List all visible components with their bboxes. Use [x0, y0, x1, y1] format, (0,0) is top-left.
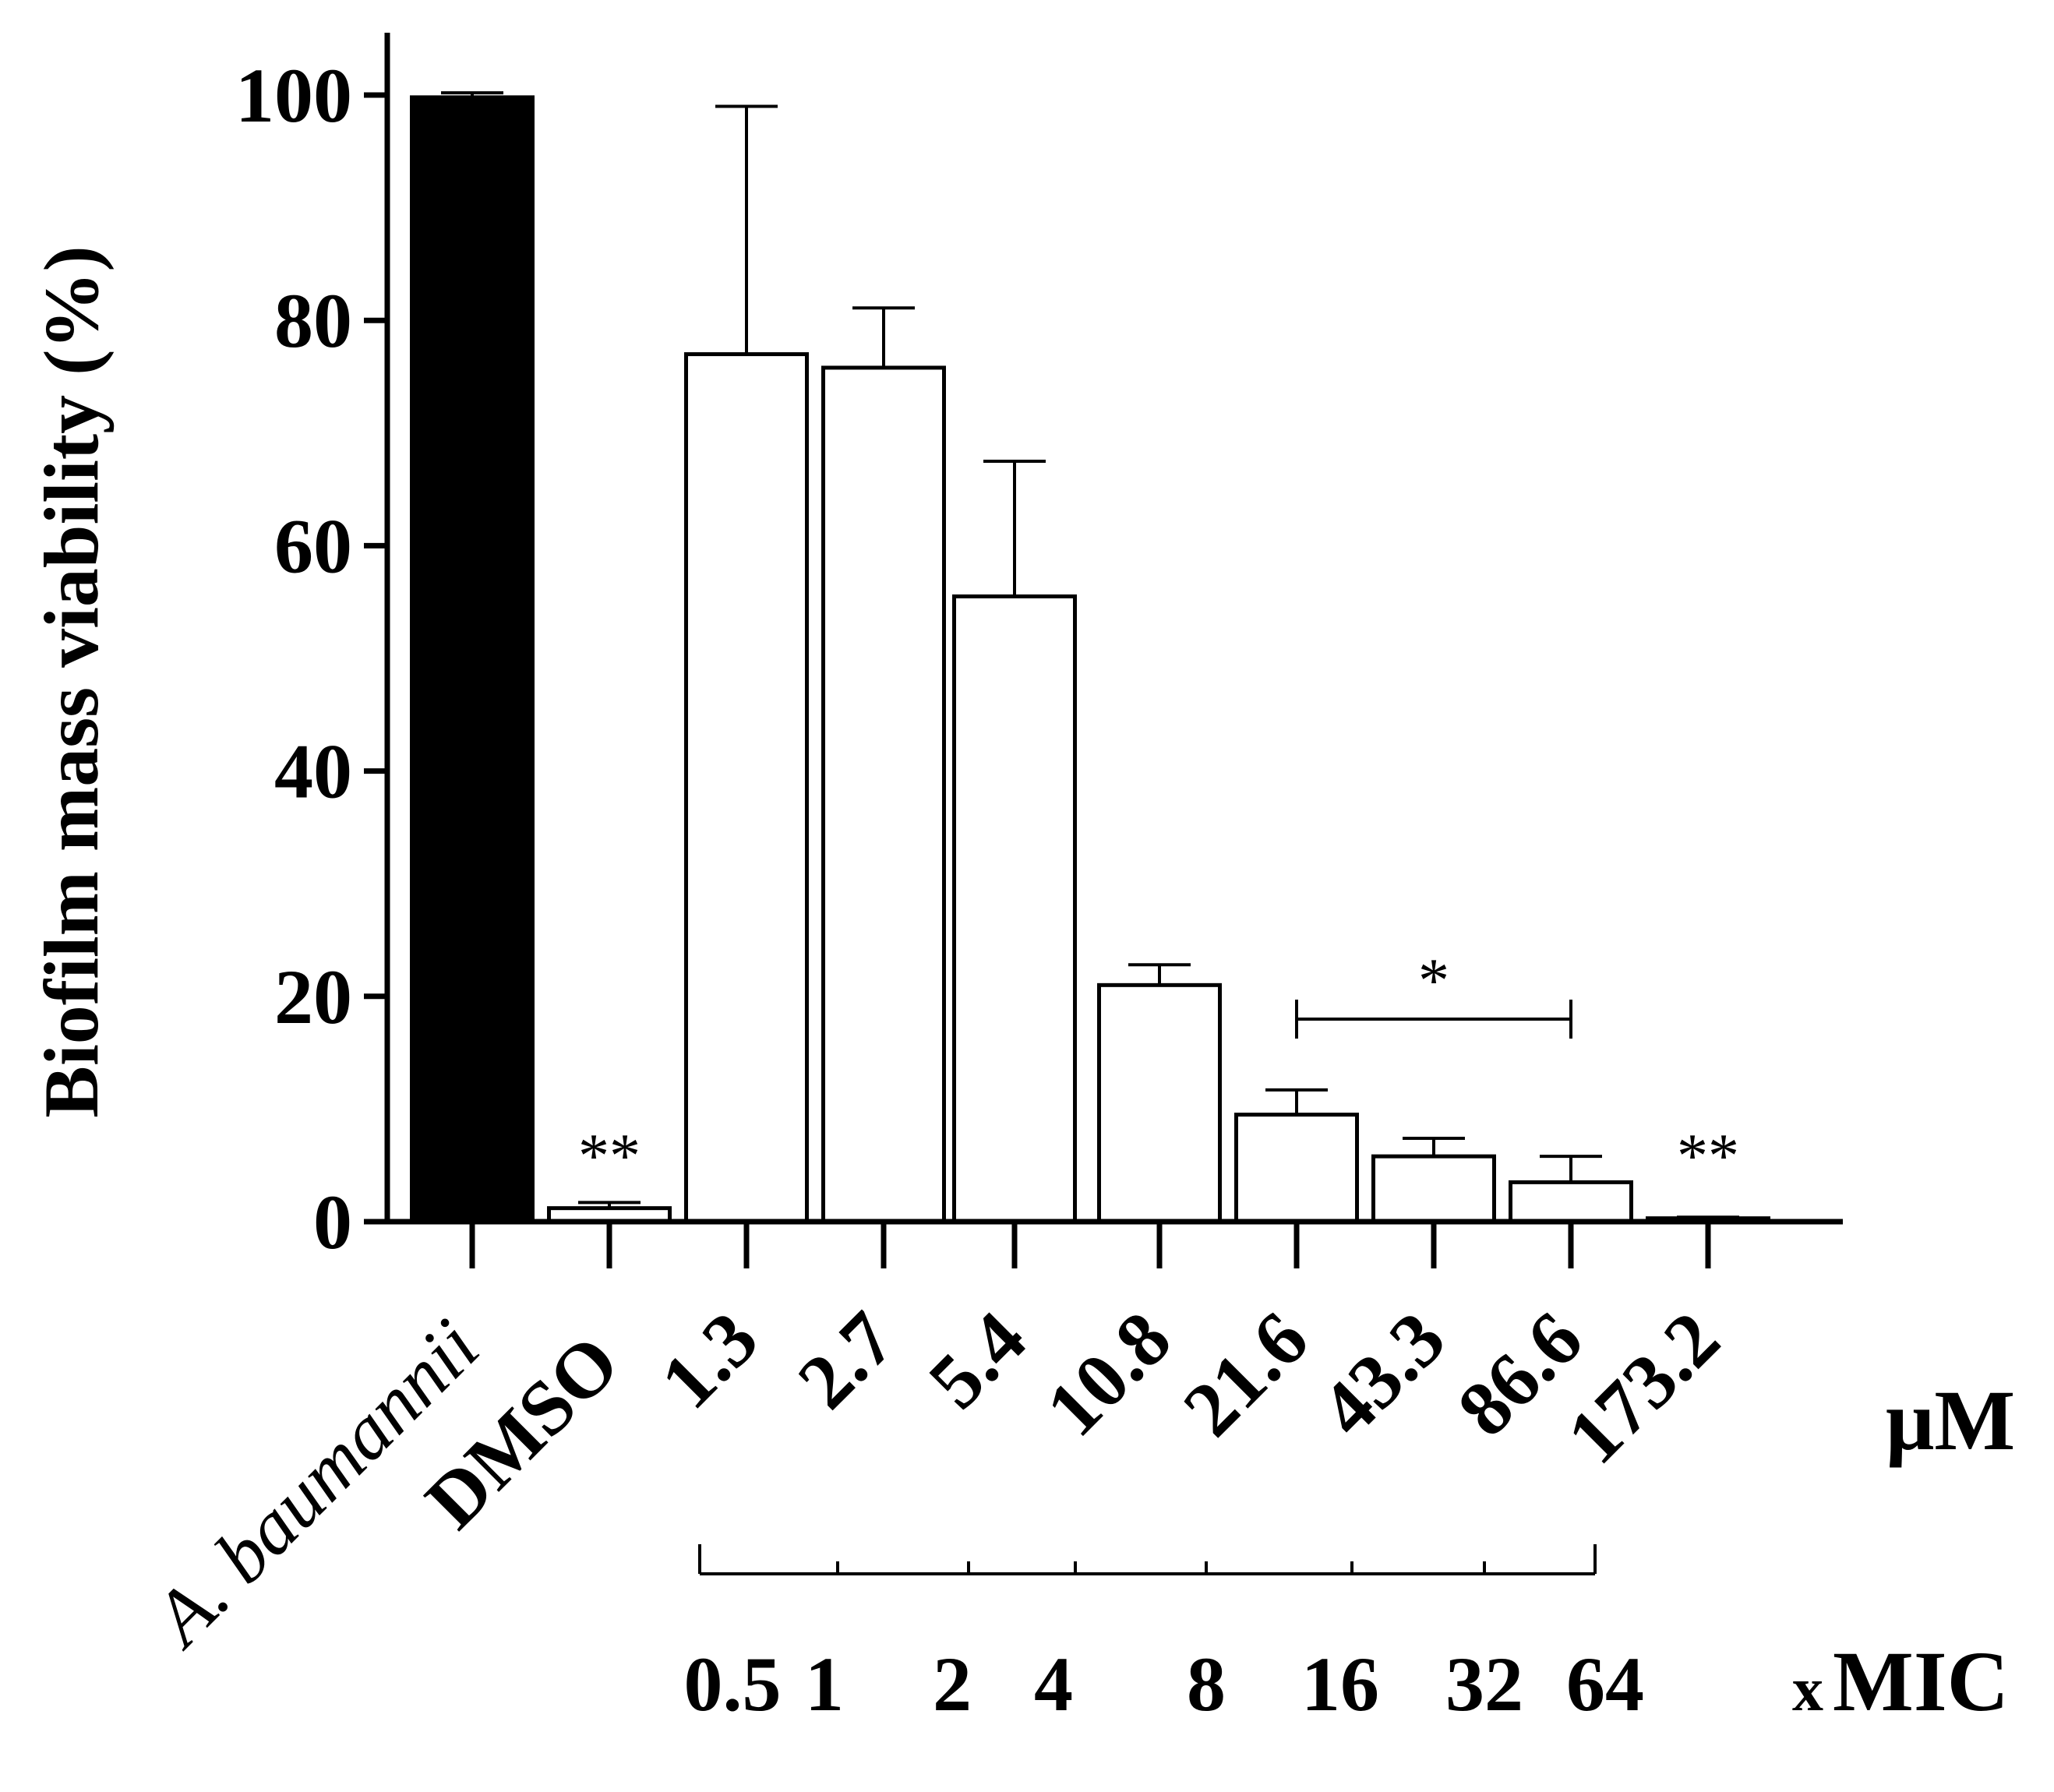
y-axis-label: Biofilm mass viability (%): [28, 245, 115, 1117]
mic-value-label: 64: [1566, 1641, 1644, 1727]
y-tick-label: 100: [235, 52, 352, 139]
mic-value-label: 8: [1187, 1641, 1226, 1727]
mic-value-label: 32: [1445, 1641, 1523, 1727]
x-category-label: 1.3: [644, 1295, 775, 1425]
y-axis: 0 20 40 60 80 100: [235, 33, 390, 1265]
mic-value-label: 1: [805, 1641, 844, 1727]
bars: [410, 95, 1770, 1224]
x-category-label: 2.7: [782, 1295, 912, 1425]
bar-2.7: [821, 365, 946, 1224]
y-tick-label: 20: [274, 954, 352, 1040]
x-category-label: 5.4: [912, 1295, 1043, 1425]
significance-marker: **: [578, 1122, 641, 1191]
mic-value-label: 16: [1301, 1641, 1379, 1727]
x-category-label: 43.3: [1304, 1295, 1461, 1452]
bracket-significance-label: *: [1418, 947, 1449, 1015]
mic-axis-label: x MIC: [1792, 1634, 2009, 1729]
bar-10.8: [1097, 982, 1222, 1224]
significance-marker: **: [1677, 1122, 1739, 1191]
y-tick-label: 80: [274, 277, 352, 364]
mic-value-label: 2: [933, 1641, 972, 1727]
x-category-label: 173.2: [1551, 1295, 1736, 1480]
annotations: ** ***0.5 1 2 4 8 16 32 64: [578, 947, 1739, 1727]
mic-word: MIC: [1833, 1634, 2009, 1729]
x-category-label: 21.6: [1166, 1295, 1324, 1452]
y-tick-label: 40: [274, 728, 352, 815]
bar-86.6: [1509, 1180, 1633, 1224]
y-tick-label: 0: [313, 1179, 352, 1265]
bar-21.6: [1234, 1113, 1359, 1224]
mic-value-label: 0.5: [684, 1641, 782, 1727]
mic-prefix: x: [1792, 1656, 1823, 1724]
mic-value-label: 4: [1034, 1641, 1073, 1727]
bar-43.3: [1371, 1154, 1496, 1224]
x-category-label: 10.8: [1029, 1295, 1187, 1452]
concentration-unit-label: μM: [1886, 1373, 2015, 1468]
bar-1.3: [684, 352, 809, 1224]
error-bars: [441, 91, 1739, 1219]
bar-a.-baumannii: [410, 95, 535, 1224]
y-tick-label: 60: [274, 503, 352, 589]
bar-5.4: [952, 594, 1077, 1224]
